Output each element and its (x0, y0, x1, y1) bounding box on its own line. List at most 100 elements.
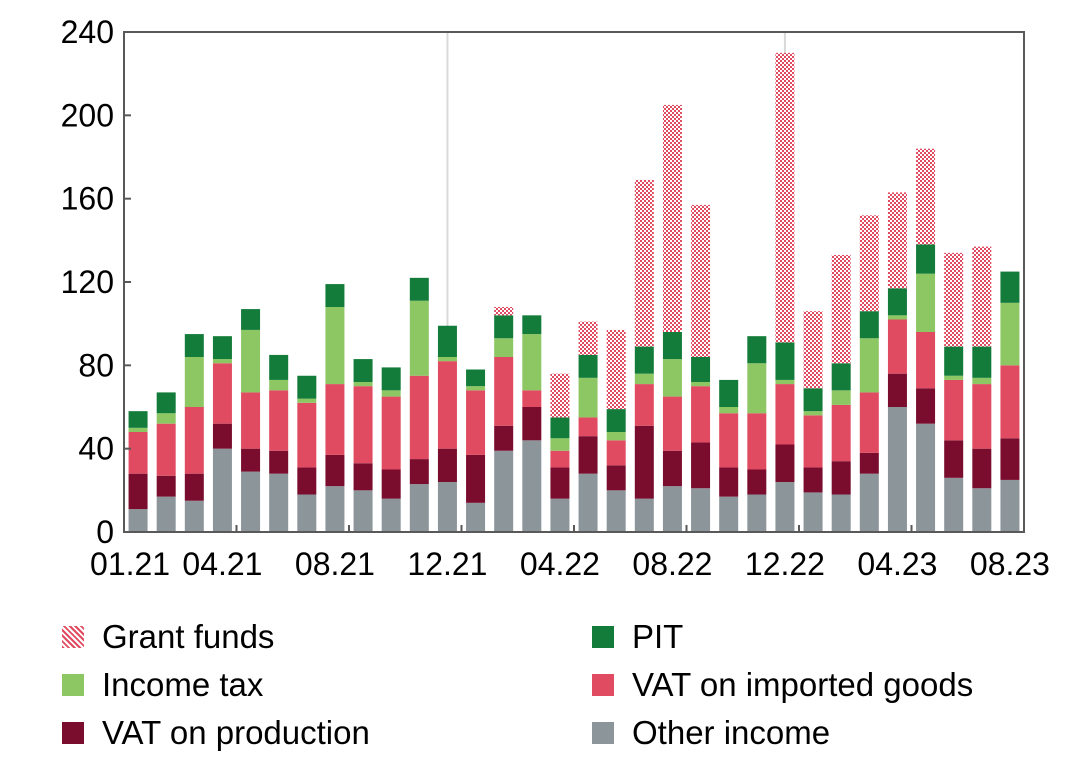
bar-segment-income-tax-10-22 (719, 407, 739, 414)
bar-segment-other-income-05-22 (578, 473, 598, 532)
bar-segment-income-tax-05-21 (241, 329, 261, 393)
bar-segment-vat-on-production-09-21 (353, 463, 373, 491)
bar-segment-grant-funds-07-23 (972, 246, 992, 347)
bar-segment-pit-02-21 (156, 392, 176, 414)
bar-segment-other-income-04-21 (212, 448, 232, 532)
bar-segment-grant-funds-05-22 (578, 321, 598, 355)
bar-segment-vat-on-production-02-21 (156, 475, 176, 497)
bar-segment-vat-on-production-03-22 (522, 407, 542, 441)
bar-segment-vat-on-production-03-21 (184, 473, 204, 501)
x-tick-label-08-21: 08.21 (295, 546, 375, 582)
bar-segment-other-income-01-22 (466, 502, 486, 532)
bar-segment-vat-on-production-05-21 (241, 448, 261, 472)
legend-label-other-income: Other income (632, 714, 831, 751)
bar-segment-other-income-09-21 (353, 490, 373, 532)
bar-segment-vat-on-imported-goods-02-21 (156, 423, 176, 476)
bar-segment-pit-05-23 (916, 244, 936, 274)
y-tick-label-160: 160 (61, 181, 114, 217)
bar-segment-other-income-02-22 (494, 450, 514, 532)
legend-item-other-income: Other income (592, 714, 830, 752)
bar-segment-pit-09-22 (691, 357, 711, 382)
bar-segment-other-income-06-21 (269, 473, 289, 532)
bar-segment-pit-04-23 (887, 288, 907, 316)
bar-segment-other-income-02-23 (831, 494, 851, 532)
bar-segment-other-income-04-22 (550, 498, 570, 532)
bar-segment-income-tax-04-23 (887, 315, 907, 320)
bar-segment-income-tax-05-23 (916, 273, 936, 332)
bar-segment-vat-on-imported-goods-01-21 (128, 432, 148, 474)
y-tick-label-200: 200 (61, 97, 114, 133)
legend-swatch-other-income (592, 722, 614, 744)
bar-segment-pit-02-22 (494, 315, 514, 339)
bar-segment-income-tax-01-21 (128, 427, 148, 432)
bar-segment-vat-on-imported-goods-11-22 (747, 413, 767, 470)
bar-segment-vat-on-imported-goods-08-21 (325, 384, 345, 455)
bar-segment-vat-on-imported-goods-04-23 (887, 319, 907, 374)
bar-segment-grant-funds-04-23 (887, 192, 907, 289)
bar-segment-vat-on-production-07-22 (634, 425, 654, 499)
bar-segment-pit-01-23 (803, 388, 823, 412)
bar-segment-vat-on-production-06-21 (269, 450, 289, 474)
bar-segment-vat-on-imported-goods-12-22 (775, 384, 795, 445)
bar-segment-vat-on-imported-goods-05-22 (578, 417, 598, 437)
bar-segment-income-tax-04-22 (550, 438, 570, 451)
bar-segment-income-tax-07-22 (634, 373, 654, 385)
bar-segment-other-income-11-22 (747, 494, 767, 532)
bar-segment-other-income-02-21 (156, 496, 176, 532)
bar-segment-other-income-04-23 (887, 407, 907, 532)
bar-segment-vat-on-production-08-22 (662, 450, 682, 487)
x-tick-label-04-23: 04.23 (857, 546, 937, 582)
bar-segment-income-tax-08-22 (662, 359, 682, 397)
x-tick-label-08-22: 08.22 (632, 546, 712, 582)
bar-segment-vat-on-imported-goods-06-22 (606, 440, 626, 466)
bar-segment-grant-funds-03-23 (859, 215, 879, 312)
bar-segment-vat-on-imported-goods-04-21 (212, 363, 232, 424)
bar-segment-vat-on-imported-goods-12-21 (437, 361, 457, 449)
bar-segment-other-income-08-23 (1000, 479, 1020, 532)
bar-segment-income-tax-04-21 (212, 359, 232, 364)
legend-swatch-vat-imported (592, 674, 614, 696)
bar-segment-other-income-10-21 (381, 498, 401, 532)
bar-segment-income-tax-07-23 (972, 377, 992, 385)
bar-segment-vat-on-production-09-22 (691, 442, 711, 489)
bar-segment-other-income-01-21 (128, 509, 148, 532)
bar-segment-income-tax-11-22 (747, 363, 767, 414)
bar-segment-income-tax-09-22 (691, 382, 711, 387)
bar-segment-grant-funds-02-22 (494, 307, 514, 316)
bar-segment-vat-on-imported-goods-03-21 (184, 407, 204, 474)
bar-segment-vat-on-production-04-23 (887, 373, 907, 407)
bar-segment-pit-10-22 (719, 379, 739, 407)
bar-segment-vat-on-imported-goods-05-21 (241, 392, 261, 449)
bar-segment-vat-on-production-01-23 (803, 467, 823, 493)
bar-segment-pit-06-23 (944, 346, 964, 376)
bar-segment-pit-01-22 (466, 369, 486, 387)
bar-segment-pit-07-21 (297, 375, 317, 399)
bar-segment-vat-on-imported-goods-08-23 (1000, 365, 1020, 439)
bar-segment-pit-06-21 (269, 354, 289, 380)
bar-segment-grant-funds-06-23 (944, 252, 964, 347)
legend-label-vat-imported: VAT on imported goods (632, 666, 974, 703)
bar-segment-pit-09-21 (353, 359, 373, 382)
bar-segment-pit-05-21 (241, 309, 261, 330)
y-tick-label-80: 80 (78, 347, 114, 383)
bar-segment-vat-on-imported-goods-06-21 (269, 390, 289, 451)
bar-segment-other-income-11-21 (409, 484, 429, 532)
bar-segment-vat-on-imported-goods-10-22 (719, 413, 739, 468)
bar-segment-income-tax-06-21 (269, 379, 289, 391)
bar-segment-vat-on-imported-goods-09-22 (691, 386, 711, 443)
x-tick-label-04-21: 04.21 (182, 546, 262, 582)
bar-segment-vat-on-production-08-23 (1000, 438, 1020, 480)
bar-segment-other-income-10-22 (719, 496, 739, 532)
legend-swatch-grant-funds (62, 626, 84, 648)
bar-segment-other-income-01-23 (803, 492, 823, 532)
bar-segment-pit-02-23 (831, 363, 851, 391)
axis-layer: 0 40 80 120 160 200 240 01.21 04.21 08.21 12.21 04.… (61, 14, 1050, 582)
bar-segment-vat-on-production-02-23 (831, 461, 851, 495)
x-tick-label-04-22: 04.22 (520, 546, 600, 582)
x-tick-label-01-21: 01.21 (90, 546, 170, 582)
legend-label-vat-production: VAT on production (102, 714, 370, 751)
bar-segment-vat-on-production-03-23 (859, 452, 879, 474)
bar-segment-pit-01-21 (128, 411, 148, 428)
bar-segment-vat-on-imported-goods-07-22 (634, 384, 654, 426)
bar-segment-vat-on-production-12-21 (437, 448, 457, 482)
